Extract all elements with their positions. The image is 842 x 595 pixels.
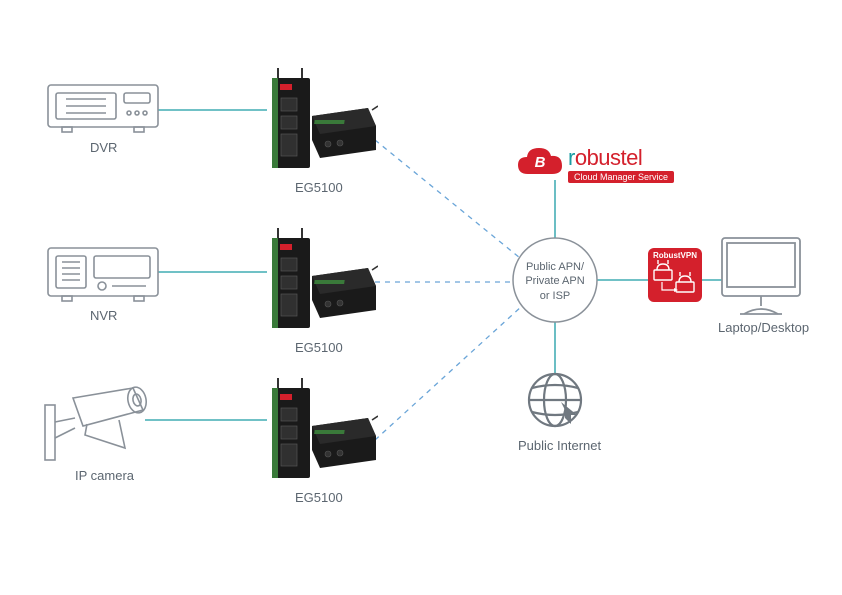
dvr-icon — [48, 85, 158, 132]
brand-sub-text: Cloud Manager Service — [568, 171, 674, 183]
diagram-canvas: B — [0, 0, 842, 595]
svg-text:B: B — [535, 154, 546, 171]
router-eg2 — [268, 228, 378, 338]
globe-icon — [529, 374, 581, 426]
eg2-label: EG5100 — [295, 340, 343, 355]
brand-logo-text: robustel — [568, 145, 674, 171]
internet-label: Public Internet — [518, 438, 601, 453]
monitor-icon — [722, 238, 800, 314]
apn-text: Public APN/ Private APN or ISP — [524, 260, 586, 303]
vpn-title: RobustVPN — [648, 248, 702, 260]
ipcamera-icon — [45, 385, 149, 460]
robustel-brand: robustel Cloud Manager Service — [568, 145, 674, 183]
laptop-label: Laptop/Desktop — [718, 320, 809, 335]
router-eg1 — [268, 68, 378, 178]
eg1-label: EG5100 — [295, 180, 343, 195]
ipcam-label: IP camera — [75, 468, 134, 483]
eg3-label: EG5100 — [295, 490, 343, 505]
nvr-label: NVR — [90, 308, 117, 323]
robustvpn-badge: RobustVPN — [648, 248, 702, 302]
router-eg3 — [268, 378, 378, 488]
dvr-label: DVR — [90, 140, 117, 155]
cloud-icon: B — [518, 148, 562, 174]
nvr-icon — [48, 248, 158, 301]
